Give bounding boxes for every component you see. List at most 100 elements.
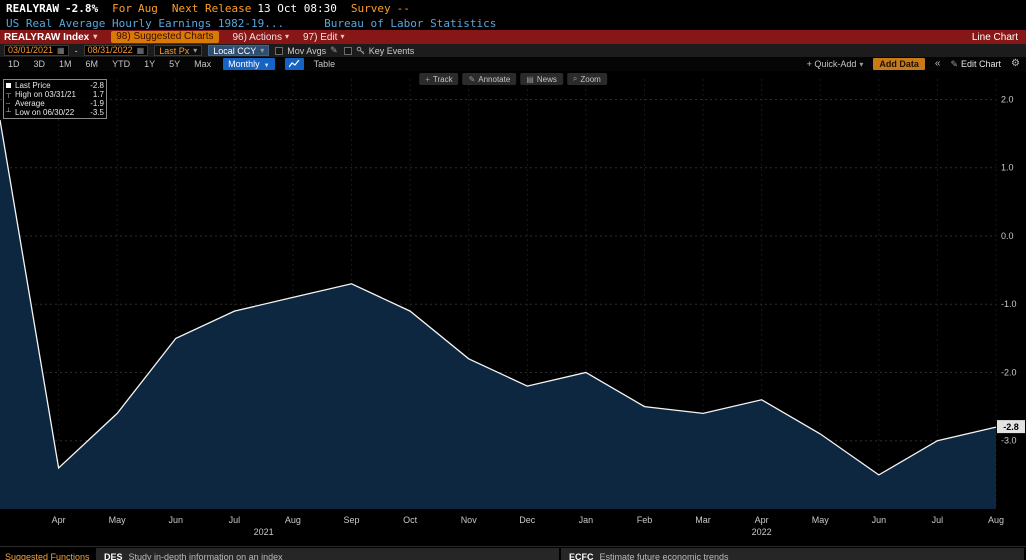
security-description-row: US Real Average Hourly Earnings 1982-19.…	[0, 16, 1026, 30]
period-1d[interactable]: 1D	[8, 59, 20, 69]
mov-avgs-label: Mov Avgs	[287, 45, 327, 56]
survey-value: --	[396, 1, 410, 15]
caret-down-icon	[93, 32, 97, 42]
checkbox-icon	[343, 46, 352, 55]
survey-label: Survey	[350, 1, 391, 15]
period-6m[interactable]: 6M	[85, 59, 99, 69]
x-axis-label: Jul	[932, 515, 944, 525]
track-label: Track	[432, 74, 453, 84]
pencil-icon	[950, 60, 958, 69]
legend-row-high: ┬ High on 03/31/21 1.7	[6, 90, 104, 99]
currency-dropdown[interactable]: Local CCY	[208, 45, 270, 56]
x-axis-label: Apr	[52, 515, 66, 525]
security-header: REALYRAW -2.8% For Aug Next Release 13 O…	[0, 0, 1026, 16]
menu-edit[interactable]: 97) Edit	[303, 32, 344, 43]
gear-icon[interactable]	[1011, 59, 1020, 69]
x-axis-label: Apr	[755, 515, 769, 525]
function-code: ECFC	[569, 551, 594, 560]
caret-down-icon	[264, 59, 270, 69]
legend-value: -1.9	[90, 99, 104, 108]
zoom-button[interactable]: ⌕ Zoom	[566, 73, 607, 85]
date-to-input[interactable]: 08/31/2022	[83, 45, 149, 56]
price-chart[interactable]: 2.0 1.0 0.0 -1.0 -2.0 -3.0 Apr May Jun Jul Aug Sep O…	[0, 71, 1026, 546]
period-1y[interactable]: 1Y	[144, 59, 156, 69]
menu-actions-label: 96) Actions	[232, 31, 282, 43]
caret-down-icon	[260, 46, 264, 55]
price-field-dropdown[interactable]: Last Px	[154, 45, 203, 56]
menu-actions[interactable]: 96) Actions	[233, 32, 290, 43]
legend-value: 1.7	[92, 90, 104, 99]
date-to-value: 08/31/2022	[87, 45, 133, 55]
low-marker-icon: ┴	[6, 109, 11, 116]
security-selector[interactable]: REALYRAW Index	[4, 32, 97, 43]
mov-avgs-checkbox[interactable]: Mov Avgs	[275, 46, 337, 56]
y-axis-label: 1.0	[1001, 163, 1014, 173]
edit-chart-label: Edit Chart	[961, 59, 1002, 69]
news-icon: ▤	[526, 74, 534, 84]
x-axis-label: Oct	[403, 515, 418, 525]
function-description: Study in-depth information on an index	[128, 551, 283, 560]
key-icon	[356, 46, 365, 55]
function-code: DES	[104, 551, 123, 560]
y-axis-label: -1.0	[1001, 299, 1017, 309]
legend-row-last-price: Last Price -2.8	[6, 81, 104, 90]
x-axis-label: May	[109, 515, 127, 525]
period-ytd[interactable]: YTD	[112, 59, 131, 69]
caret-down-icon	[340, 32, 344, 42]
crosshair-icon: +	[425, 74, 430, 84]
next-release-value: 13 Oct 08:30	[257, 1, 337, 15]
x-axis-label: Sep	[344, 515, 360, 525]
period-5y[interactable]: 5Y	[169, 59, 181, 69]
ticker-change: -2.8%	[64, 1, 99, 15]
x-axis-label: Dec	[519, 515, 536, 525]
chart-legend[interactable]: Last Price -2.8 ┬ High on 03/31/21 1.7 ┄…	[3, 79, 107, 119]
menu-suggested-charts-label: 98) Suggested Charts	[116, 31, 214, 42]
series-area-fill	[0, 120, 996, 509]
x-axis-label: Jun	[169, 515, 184, 525]
ticker-symbol: REALYRAW	[6, 1, 59, 15]
track-button[interactable]: + Track	[419, 73, 459, 85]
annotate-button[interactable]: ✎ Annotate	[462, 73, 517, 85]
chart-style-button[interactable]	[284, 58, 304, 70]
legend-label: Low on 06/30/22	[15, 108, 75, 117]
collapse-panel-icon[interactable]	[935, 59, 941, 69]
quick-add-button[interactable]: + Quick-Add	[807, 59, 864, 69]
period-1m[interactable]: 1M	[59, 59, 72, 69]
news-label: News	[536, 74, 557, 84]
frequency-value: Monthly	[228, 59, 260, 69]
last-price-badge	[997, 420, 1025, 434]
date-from-input[interactable]: 03/01/2021	[4, 45, 69, 56]
x-axis-label: Nov	[461, 515, 478, 525]
add-data-button[interactable]: Add Data	[873, 58, 925, 70]
series-swatch-icon	[6, 83, 11, 88]
legend-row-low: ┴ Low on 06/30/22 -3.5	[6, 108, 104, 117]
x-axis-label: Mar	[695, 515, 711, 525]
security-description: US Real Average Hourly Earnings 1982-19.…	[6, 16, 285, 30]
for-label: For	[112, 1, 132, 15]
frequency-dropdown[interactable]: Monthly	[223, 58, 275, 70]
annotate-label: Annotate	[478, 74, 511, 84]
period-3d[interactable]: 3D	[33, 59, 46, 69]
calendar-icon	[57, 46, 65, 55]
footer-item-des[interactable]: DES Study in-depth information on an ind…	[96, 548, 559, 560]
x-axis-label: May	[812, 515, 830, 525]
chart-area: + Track ✎ Annotate ▤ News ⌕ Zoom Last Pr…	[0, 71, 1026, 546]
news-button[interactable]: ▤ News	[520, 73, 563, 85]
data-source: Bureau of Labor Statistics	[324, 16, 497, 30]
legend-value: -2.8	[90, 81, 104, 90]
date-from-value: 03/01/2021	[8, 45, 54, 55]
key-events-checkbox[interactable]: Key Events	[343, 46, 414, 56]
footer-item-ecfc[interactable]: ECFC Estimate future economic trends	[561, 548, 1024, 560]
period-max[interactable]: Max	[194, 59, 212, 69]
suggested-functions-label: Suggested Functions	[5, 551, 90, 560]
series-line	[0, 119, 997, 476]
caret-down-icon	[285, 32, 289, 42]
y-axis-label: -2.0	[1001, 367, 1017, 377]
x-axis-year-label: 2021	[254, 527, 274, 537]
footer-bar: Suggested Functions DES Study in-depth i…	[0, 546, 1026, 560]
y-axis-label: 2.0	[1001, 94, 1014, 104]
menu-suggested-charts[interactable]: 98) Suggested Charts	[111, 31, 219, 43]
chart-tool-row: + Track ✎ Annotate ▤ News ⌕ Zoom	[419, 73, 607, 85]
edit-chart-button[interactable]: Edit Chart	[950, 59, 1001, 69]
table-button[interactable]: Table	[313, 59, 336, 69]
